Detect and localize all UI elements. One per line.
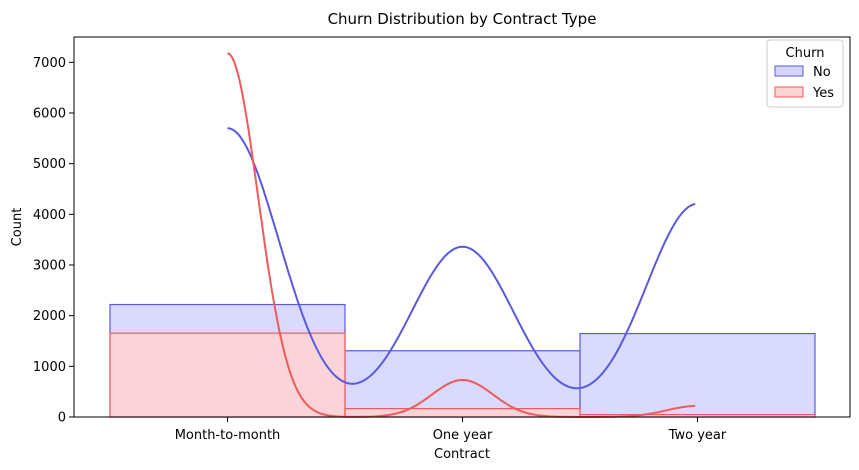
legend-title: Churn — [786, 46, 825, 61]
legend-swatch-yes — [774, 86, 804, 98]
bar-no-2 — [579, 332, 816, 418]
x-tick-label-2: Two year — [668, 428, 727, 443]
y-axis: 0 1000 2000 3000 4000 5000 6000 7000 — [33, 56, 74, 426]
y-tick-label-1000: 1000 — [33, 360, 66, 375]
histogram-bars — [109, 303, 816, 418]
plot-area — [73, 36, 851, 418]
y-tick-label-7000: 7000 — [33, 56, 66, 71]
y-axis-label: Count — [10, 208, 25, 247]
bar-no-1 — [344, 350, 581, 418]
y-tick-label-3000: 3000 — [33, 259, 66, 274]
y-tick-label-5000: 5000 — [33, 157, 66, 172]
legend-label-no: No — [813, 65, 831, 80]
x-axis-label: Contract — [434, 447, 490, 462]
y-tick-label-0: 0 — [58, 411, 66, 426]
x-axis: Month-to-month One year Two year — [175, 417, 727, 443]
y-tick-label-4000: 4000 — [33, 208, 66, 223]
kde-curve-no — [227, 127, 696, 390]
legend-label-yes: Yes — [812, 86, 834, 101]
x-tick-label-1: One year — [433, 428, 493, 443]
legend: Churn No Yes — [766, 39, 844, 108]
y-tick-label-2000: 2000 — [33, 309, 66, 324]
y-tick-label-6000: 6000 — [33, 107, 66, 122]
chart-title: Churn Distribution by Contract Type — [328, 10, 597, 28]
bar-yes-0 — [109, 332, 346, 418]
legend-swatch-no — [774, 65, 804, 77]
x-tick-label-0: Month-to-month — [175, 428, 281, 443]
